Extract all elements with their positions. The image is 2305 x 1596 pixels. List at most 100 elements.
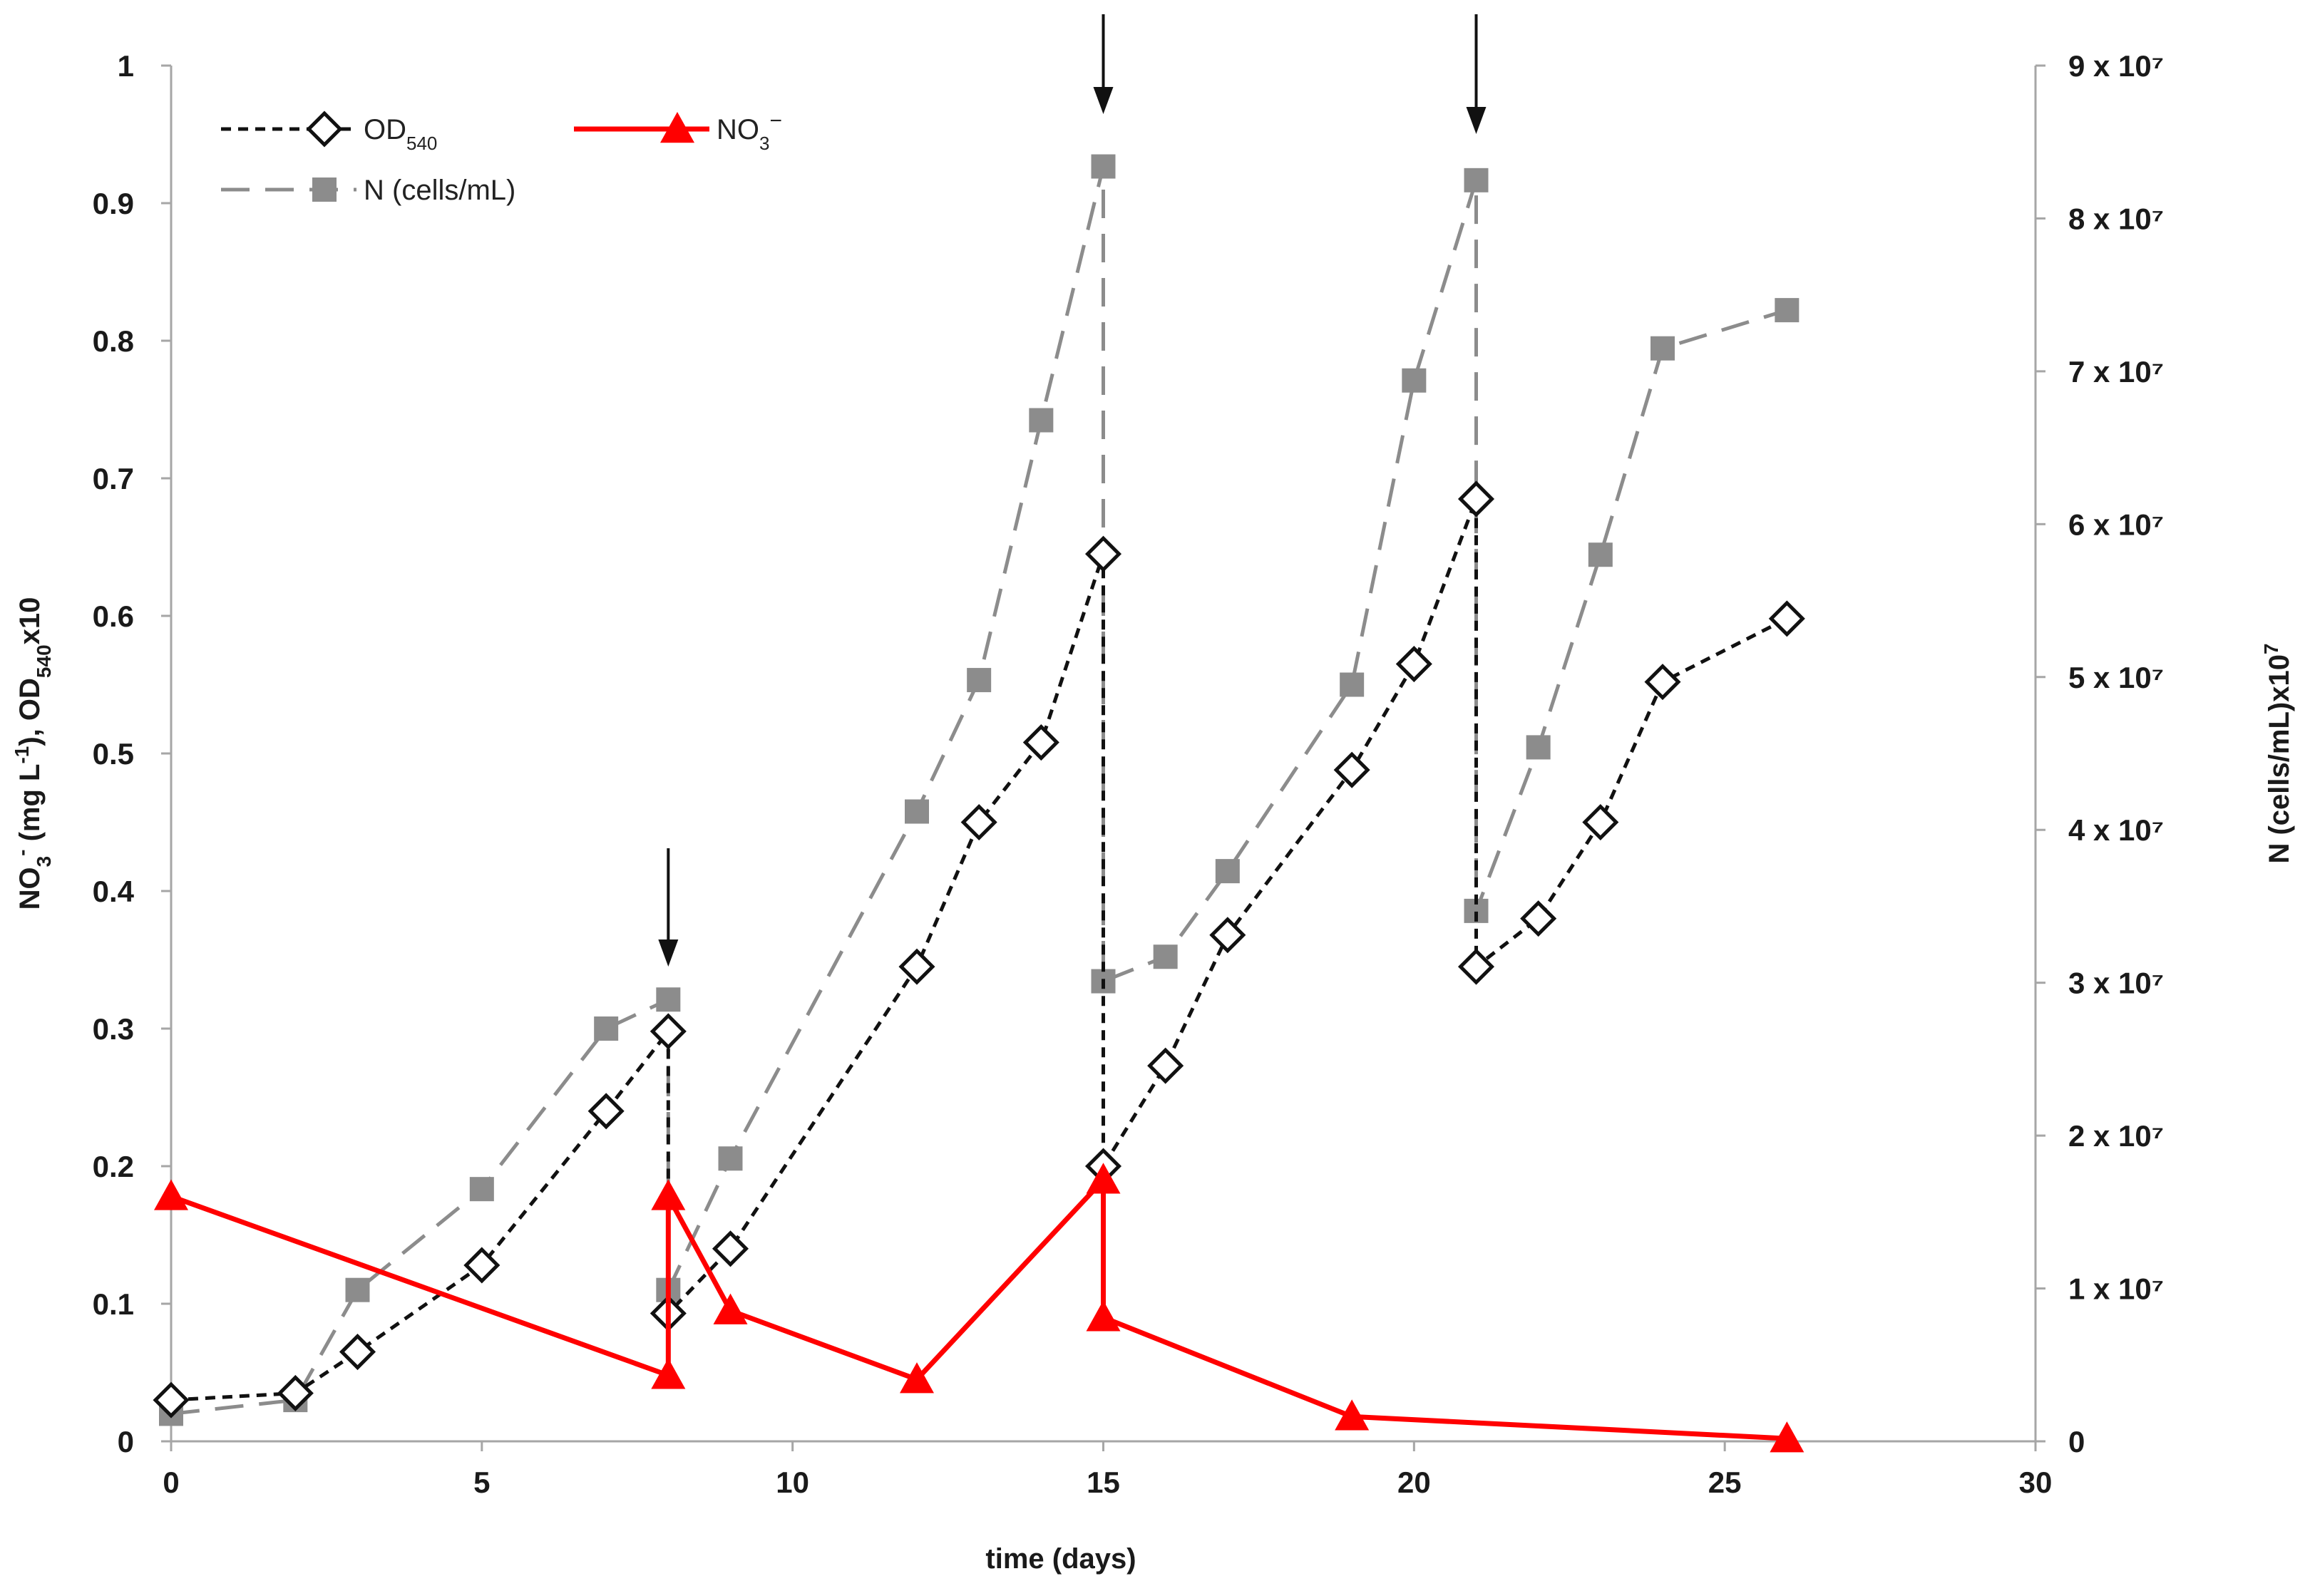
legend-label: NO3− (717, 109, 782, 155)
cell-count-point (1526, 735, 1551, 760)
cell-count-point (469, 1177, 494, 1202)
od540-point (1022, 724, 1059, 761)
od540-point (587, 1093, 625, 1130)
nitrate-point (1335, 1399, 1370, 1431)
cell-count-point (1775, 298, 1800, 323)
y-right-tick-label: 8 x 10⁷ (2068, 202, 2164, 235)
y-tick-label: 1 (118, 49, 134, 83)
y-axis-label-part: - (11, 850, 33, 856)
legend-label-main: N (cells/mL) (364, 175, 515, 206)
y-tick-label: 0.3 (93, 1012, 134, 1046)
nitrate-point (154, 1179, 188, 1210)
cell-count-point (1464, 168, 1489, 192)
x-tick-label: 30 (2019, 1466, 2053, 1499)
y-right-tick-label: 3 x 10⁷ (2068, 967, 2164, 1000)
cell-count-point (1029, 408, 1054, 433)
od540-point (898, 948, 935, 985)
cell-count-point (905, 799, 929, 824)
cell-count-point (312, 177, 337, 202)
series-layer (153, 154, 1805, 1453)
down-arrow-annotation (658, 848, 679, 967)
od540-point (277, 1374, 314, 1411)
cell-count-point (656, 987, 681, 1012)
y-tick-label: 0 (118, 1425, 134, 1458)
series-line (170, 497, 1788, 1402)
nitrate-point (651, 1179, 686, 1210)
nitrate-point (900, 1362, 934, 1394)
od540-point (339, 1334, 376, 1371)
nitrate-point (1086, 1300, 1121, 1332)
y-tick-label: 0.6 (93, 599, 134, 633)
cell-count-point (1215, 859, 1240, 884)
down-arrow-annotation (1466, 14, 1487, 134)
y-right-tick-label: 5 x 10⁷ (2068, 661, 2164, 694)
y-tick-label: 0.7 (93, 462, 134, 495)
od540-point (1333, 751, 1370, 788)
y-right-tick-label: 0 (2068, 1425, 2085, 1458)
arrow-head (1093, 87, 1114, 114)
x-tick-label: 10 (776, 1466, 809, 1499)
od540-point (1768, 600, 1805, 637)
y-right-tick-label: 2 x 10⁷ (2068, 1119, 2164, 1153)
legend-label-main: NO (717, 114, 759, 145)
down-arrow-annotation (1093, 14, 1114, 114)
x-tick-label: 5 (473, 1466, 490, 1499)
legend-label-sup: − (769, 109, 782, 133)
y-right-tick-label: 4 x 10⁷ (2068, 813, 2164, 847)
y-axis-label-right: N (cells/mL)x107 (2260, 643, 2296, 863)
x-axis-label: time (days) (985, 1543, 1136, 1575)
od540-point (1395, 646, 1432, 683)
x-tick-label: 0 (163, 1466, 179, 1499)
y-axis-label-part: (mg L (14, 764, 46, 850)
series-n-cells-ml- (159, 154, 1800, 1426)
legend-label: N (cells/mL) (364, 175, 515, 206)
nitrate-point (651, 1358, 686, 1389)
y-axis-label-part: 7 (2260, 643, 2282, 654)
y-tick-label: 0.2 (93, 1150, 134, 1183)
od540-point (712, 1230, 749, 1267)
y-right-tick-label: 1 x 10⁷ (2068, 1272, 2164, 1306)
od540-point (1209, 917, 1246, 954)
axes: 0 5 10 15 20 25 3000.10.20.30.40.50.60.70.80.9… (93, 49, 2165, 1499)
cell-count-point (967, 668, 992, 693)
od540-point (1644, 664, 1681, 701)
legend: OD540 NO3− N (cells/mL) (221, 109, 782, 206)
arrow-head (1466, 107, 1487, 134)
cell-count-point (1402, 368, 1427, 393)
od540-point (1147, 1047, 1184, 1084)
cell-count-point (1588, 542, 1613, 567)
y-axis-label-part: 3 (33, 856, 55, 867)
y-tick-label: 0.1 (93, 1287, 134, 1321)
od540-point (463, 1247, 500, 1284)
legend-label-main: OD (364, 114, 406, 145)
nitrate-point (1770, 1421, 1805, 1453)
y-axis-label-part: N (cells/mL)x10 (2264, 654, 2295, 863)
series-od540 (153, 480, 1805, 1419)
legend-entry: NO3− (574, 109, 782, 155)
series-line (170, 165, 1788, 1416)
annotations (658, 14, 1487, 967)
legend-label-sub: 540 (406, 133, 437, 154)
y-right-tick-label: 7 x 10⁷ (2068, 355, 2164, 388)
od540-point (306, 110, 343, 148)
y-axis-label-part: 540 (33, 644, 55, 678)
y-axis-label-part: ), OD (14, 678, 46, 746)
legend-label: OD540 (364, 114, 437, 154)
y-axis-label-part: -1 (11, 746, 33, 764)
od540-point (1520, 900, 1557, 937)
y-tick-label: 0.8 (93, 324, 134, 358)
legend-entry: N (cells/mL) (221, 175, 515, 206)
cell-count-point (718, 1146, 743, 1171)
x-tick-label: 15 (1087, 1466, 1120, 1499)
cell-count-point (345, 1277, 370, 1302)
legend-entry: OD540 (221, 110, 437, 154)
od540-point (1457, 480, 1495, 518)
od540-point (153, 1381, 190, 1419)
arrow-head (658, 939, 679, 967)
cell-count-point (1651, 336, 1675, 361)
x-tick-label: 20 (1397, 1466, 1431, 1499)
y-tick-label: 0.4 (93, 875, 135, 908)
od540-point (960, 803, 997, 841)
y-axis-label-part: x10 (14, 597, 46, 645)
